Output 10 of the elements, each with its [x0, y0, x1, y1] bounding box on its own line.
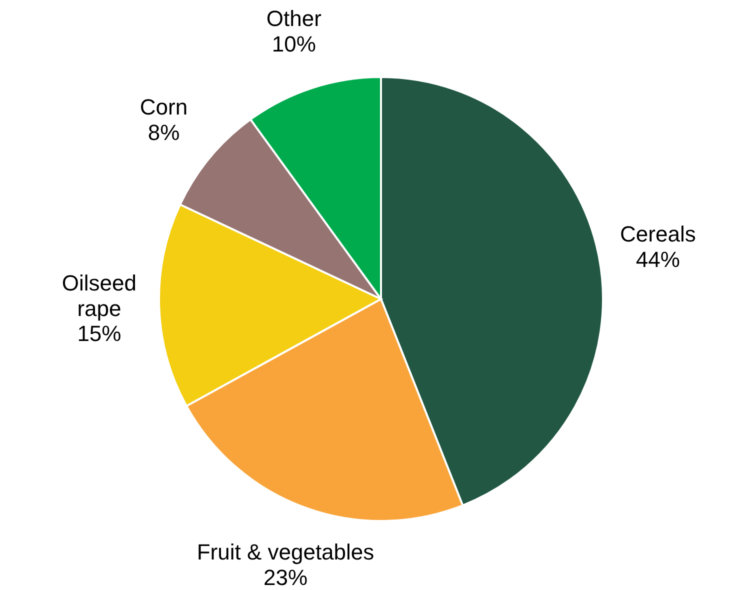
data-label: 23%: [263, 564, 308, 590]
data-label: 8%: [148, 119, 180, 144]
slice-label: Corn: [140, 94, 188, 120]
slice-label: Fruit & vegetables: [196, 539, 374, 564]
data-label: 44%: [636, 246, 680, 272]
slice-label: Cereals: [620, 221, 696, 246]
slice-label: Other: [266, 6, 322, 31]
slice-label: Oilseed rape: [62, 270, 136, 320]
data-label: 15%: [77, 320, 122, 346]
data-label: 10%: [272, 31, 316, 56]
